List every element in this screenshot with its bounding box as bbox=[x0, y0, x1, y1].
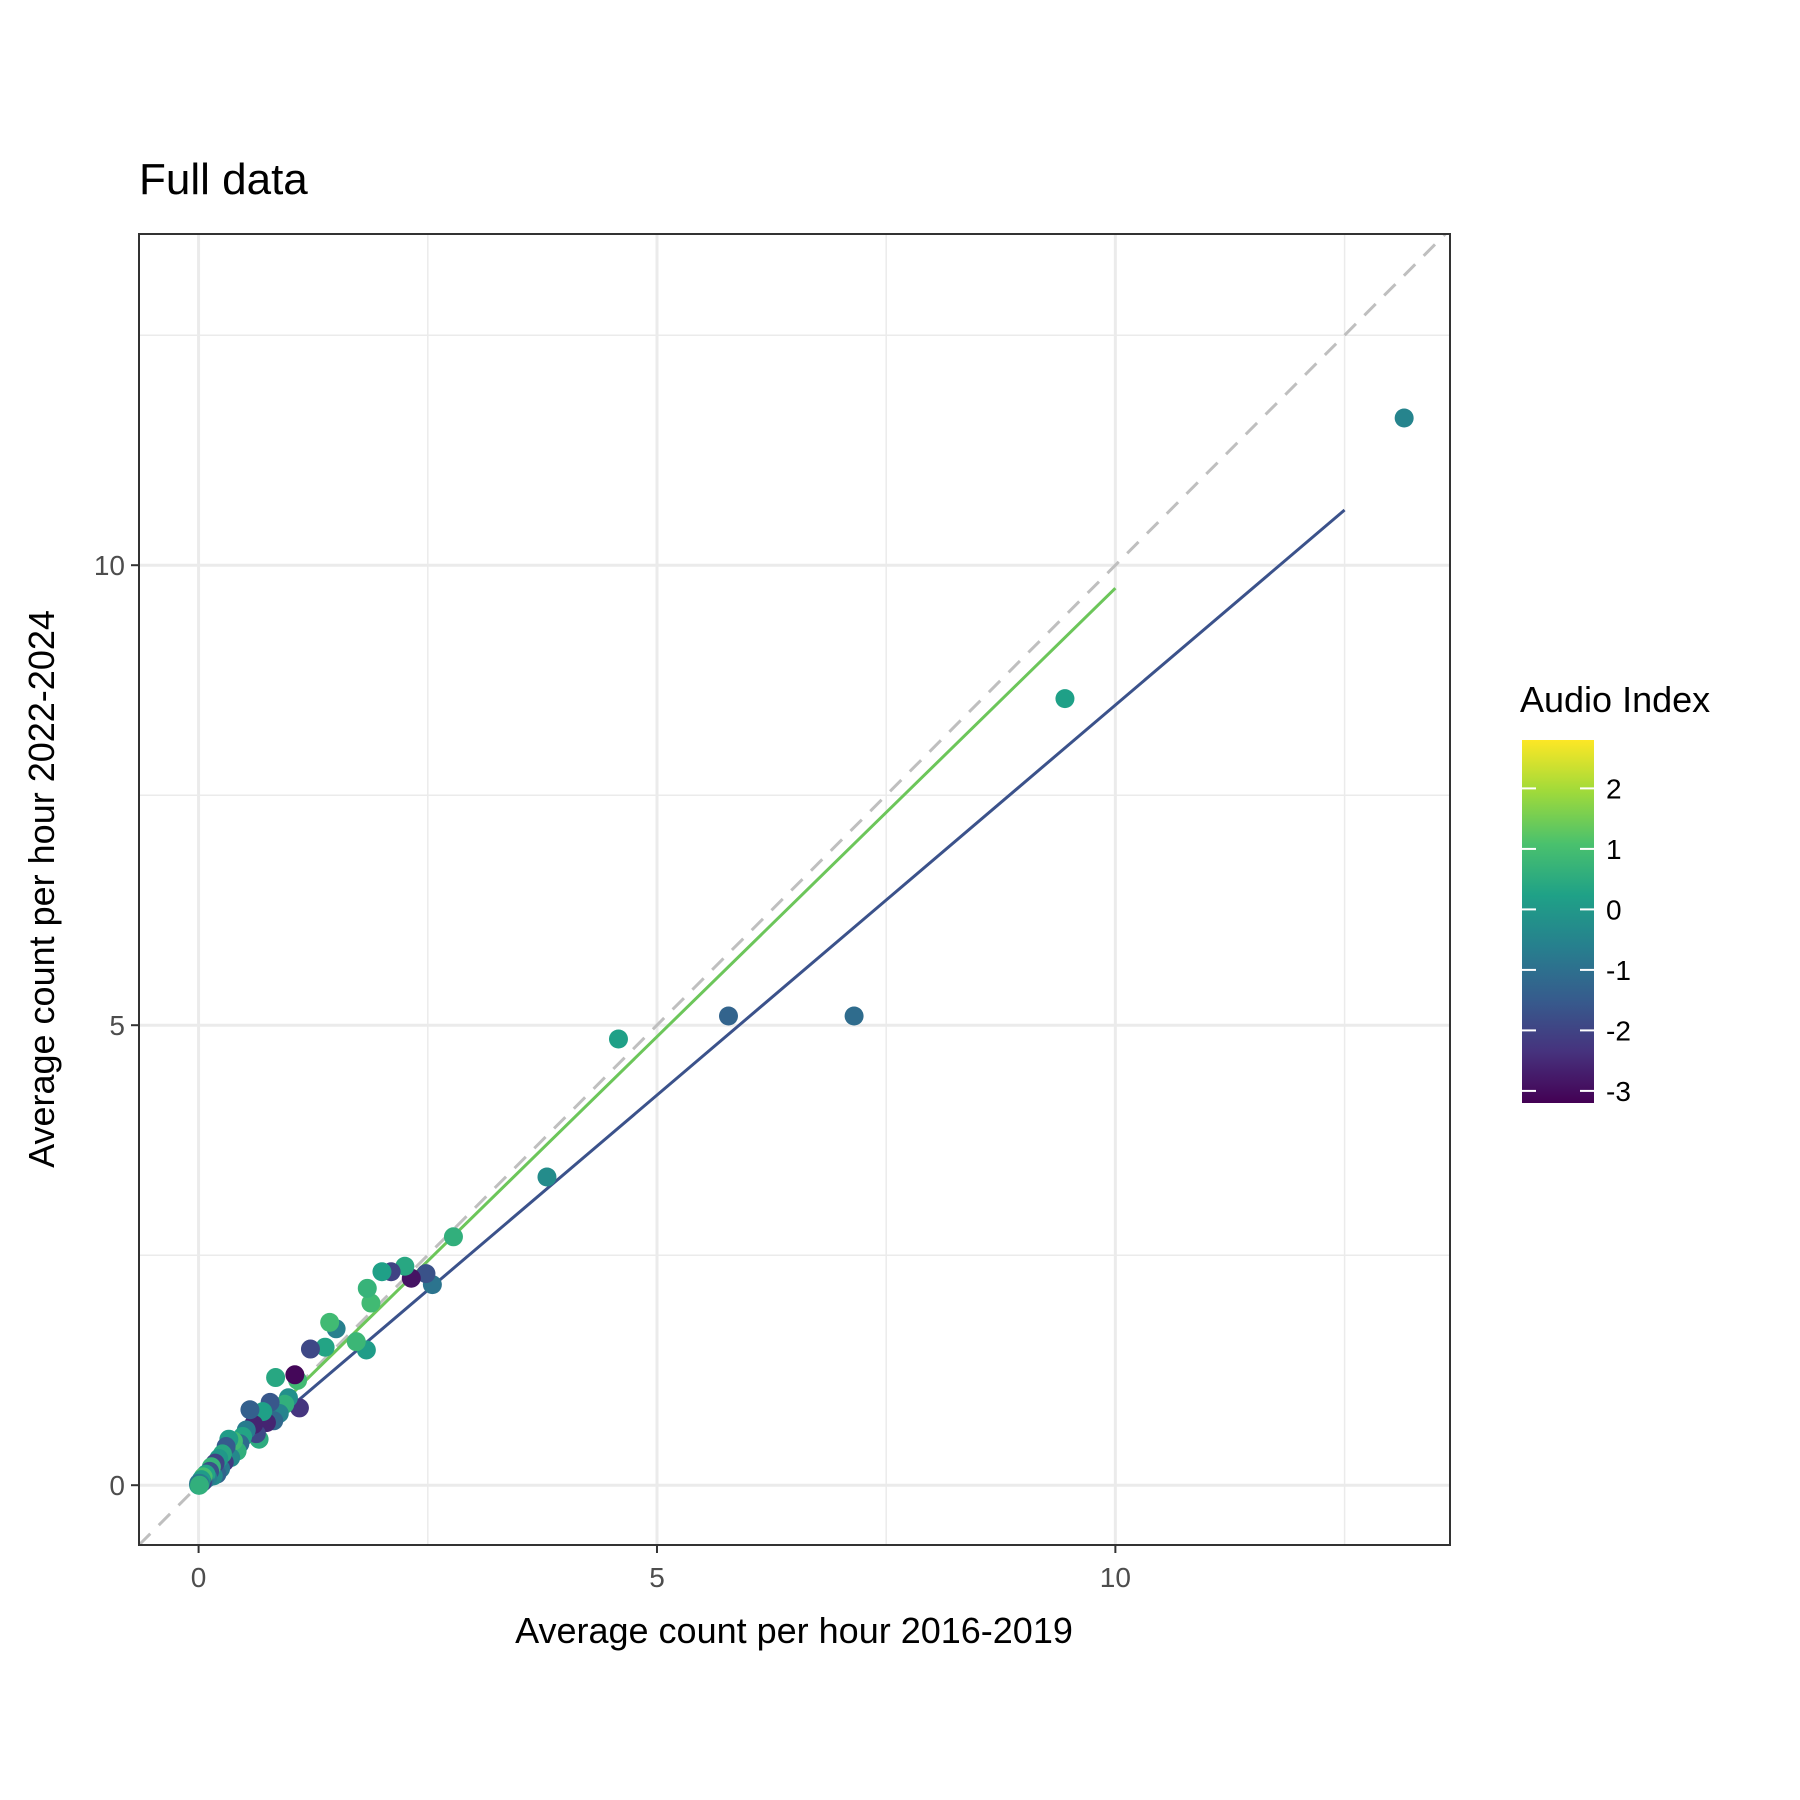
data-point bbox=[372, 1262, 392, 1282]
x-axis: 0 5 10 bbox=[191, 1545, 1131, 1593]
data-point bbox=[266, 1368, 286, 1388]
grid-lines bbox=[139, 234, 1450, 1545]
data-point bbox=[1055, 689, 1075, 709]
data-point bbox=[315, 1337, 335, 1357]
legend-title: Audio Index bbox=[1520, 679, 1710, 720]
data-point bbox=[443, 1227, 463, 1247]
identity-reference-line bbox=[137, 232, 1447, 1547]
plot-background bbox=[139, 234, 1450, 1545]
y-axis-title: Average count per hour 2022-2024 bbox=[21, 610, 62, 1168]
plot-panel bbox=[137, 232, 1451, 1547]
data-point bbox=[718, 1006, 738, 1026]
data-point bbox=[300, 1339, 320, 1359]
x-tick-label: 0 bbox=[191, 1562, 207, 1593]
data-point bbox=[537, 1167, 557, 1187]
y-tick-label: 5 bbox=[109, 1010, 125, 1041]
data-point bbox=[320, 1312, 340, 1332]
y-tick-label: 0 bbox=[109, 1470, 125, 1501]
legend-tick-label: -2 bbox=[1606, 1015, 1631, 1046]
x-tick-label: 10 bbox=[1100, 1562, 1131, 1593]
data-point bbox=[844, 1006, 864, 1026]
legend-tick-label: 1 bbox=[1606, 834, 1622, 865]
legend-tick-label: 0 bbox=[1606, 894, 1622, 925]
chart-title: Full data bbox=[139, 155, 308, 204]
data-point bbox=[416, 1264, 436, 1284]
x-axis-title: Average count per hour 2016-2019 bbox=[515, 1610, 1073, 1651]
data-point bbox=[357, 1278, 377, 1298]
data-point bbox=[361, 1293, 381, 1313]
fit-line-2 bbox=[197, 508, 1346, 1487]
data-point bbox=[190, 1475, 210, 1495]
legend-tick-label: -1 bbox=[1606, 955, 1631, 986]
legend: Audio Index 2 1 0 -1 -2 -3 bbox=[1520, 679, 1710, 1107]
legend-ticks: 2 1 0 -1 -2 -3 bbox=[1522, 773, 1631, 1107]
data-point bbox=[240, 1400, 260, 1420]
legend-tick-label: -3 bbox=[1606, 1076, 1631, 1107]
data-point bbox=[285, 1365, 305, 1385]
plot-border bbox=[138, 233, 1451, 1546]
legend-colorbar bbox=[1522, 740, 1594, 1103]
legend-tick-label: 2 bbox=[1606, 773, 1622, 804]
data-point bbox=[608, 1029, 628, 1049]
y-axis: 0 5 10 bbox=[94, 550, 139, 1501]
y-tick-label: 10 bbox=[94, 550, 125, 581]
data-points bbox=[189, 408, 1414, 1495]
x-tick-label: 5 bbox=[649, 1562, 665, 1593]
data-point bbox=[1394, 408, 1414, 428]
data-point bbox=[346, 1332, 366, 1352]
